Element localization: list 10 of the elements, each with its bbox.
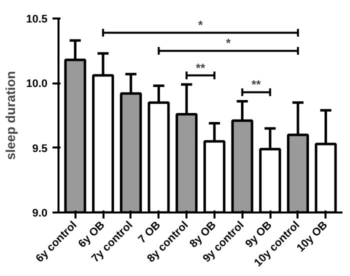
- y-tick-label: 9.0: [32, 208, 48, 220]
- y-tick-label: 10.0: [26, 78, 48, 90]
- annotation: *: [198, 18, 204, 32]
- annotation: *: [226, 36, 232, 50]
- y-tick-label: 10.5: [26, 14, 48, 26]
- y-tick-label: 9.5: [32, 142, 48, 155]
- y-axis-title: sleep duration: [3, 71, 18, 160]
- x-tick-label: 7 OB: [136, 219, 164, 246]
- annotation: **: [196, 60, 206, 75]
- annotation: **: [252, 78, 262, 92]
